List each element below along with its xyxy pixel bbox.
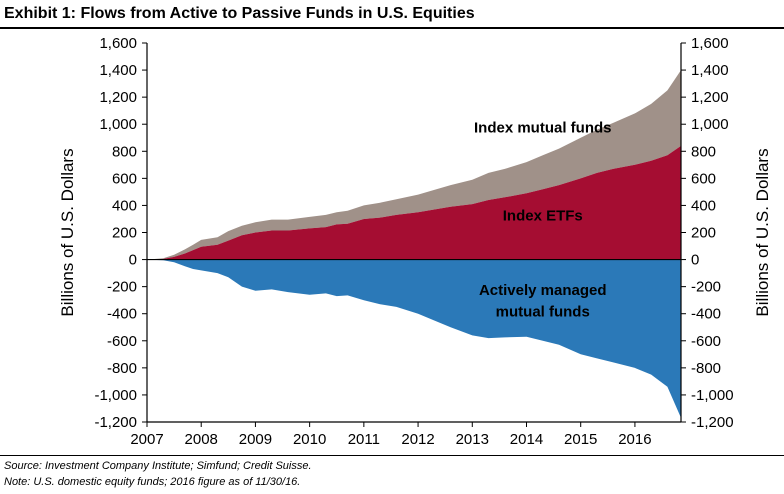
left-tick-label: 0 (129, 252, 137, 269)
right-tick-label: -200 (691, 279, 721, 296)
flows-area-chart: 1,600 1,400 1,200 1,000 800 600 400 200 0 -200 -40… (58, 35, 772, 448)
x-tick-label: 2011 (348, 431, 380, 448)
right-tick-label: -1,000 (691, 387, 734, 404)
left-tick-label: -200 (107, 279, 137, 296)
left-tick-label: -1,000 (94, 387, 137, 404)
x-tick-label: 2010 (293, 431, 326, 448)
x-tick-label: 2012 (401, 431, 434, 448)
left-tick-label: 1,600 (99, 35, 137, 52)
right-tick-label: 400 (691, 197, 716, 214)
left-tick-label: 800 (112, 143, 137, 160)
title-rule (0, 27, 784, 29)
left-tick-label: 200 (112, 225, 137, 242)
right-y-axis: 1,600 1,400 1,200 1,000 800 600 400 200 0 -200 -40… (680, 35, 734, 431)
right-tick-label: 600 (691, 170, 716, 187)
left-tick-label: 1,200 (99, 89, 137, 106)
right-tick-label: 200 (691, 225, 716, 242)
right-tick-label: -400 (691, 306, 721, 323)
right-tick-label: -800 (691, 360, 721, 377)
x-axis: 2007 2008 2009 2010 2011 2012 2013 2014 2015 2016 (130, 421, 681, 448)
series-annotation: Index ETFs (503, 207, 583, 224)
source-note: Source: Investment Company Institute; Si… (4, 460, 312, 472)
area-series-group (147, 70, 681, 418)
x-tick-label: 2009 (239, 431, 272, 448)
left-tick-label: -1,200 (94, 414, 137, 431)
right-tick-label: 1,000 (691, 116, 729, 133)
left-tick-label: 1,000 (99, 116, 137, 133)
x-tick-label: 2007 (130, 431, 163, 448)
left-tick-label: 600 (112, 170, 137, 187)
y-axis-label-left: Billions of U.S. Dollars (58, 148, 77, 316)
left-y-axis: 1,600 1,400 1,200 1,000 800 600 400 200 0 -200 -40… (94, 35, 148, 431)
left-tick-label: -400 (107, 306, 137, 323)
x-tick-label: 2013 (456, 431, 489, 448)
right-tick-label: 1,600 (691, 35, 729, 52)
left-tick-label: -800 (107, 360, 137, 377)
y-axis-label-right: Billions of U.S. Dollars (753, 148, 772, 316)
x-tick-label: 2014 (510, 431, 543, 448)
left-tick-label: 400 (112, 197, 137, 214)
footer-rule (0, 455, 784, 456)
area-index-etfs (147, 145, 681, 260)
right-tick-label: -1,200 (691, 414, 734, 431)
footnote: Note: U.S. domestic equity funds; 2016 f… (4, 476, 301, 488)
right-tick-label: 800 (691, 143, 716, 160)
left-tick-label: 1,400 (99, 62, 137, 79)
area-index-mutual-funds (147, 70, 681, 260)
right-tick-label: 1,200 (691, 89, 729, 106)
left-tick-label: -600 (107, 333, 137, 350)
series-annotation: Actively managed (479, 282, 607, 299)
x-tick-label: 2015 (564, 431, 597, 448)
x-tick-label: 2016 (618, 431, 651, 448)
series-annotation: Index mutual funds (474, 119, 612, 136)
series-annotation: mutual funds (496, 303, 590, 320)
series-annotations: Index mutual funds Index ETFs Actively man… (474, 119, 612, 320)
chart-title: Exhibit 1: Flows from Active to Passive … (4, 5, 475, 22)
right-tick-label: -600 (691, 333, 721, 350)
area-actively-managed (147, 259, 681, 418)
right-tick-label: 1,400 (691, 62, 729, 79)
x-tick-label: 2008 (185, 431, 218, 448)
right-tick-label: 0 (691, 252, 699, 269)
